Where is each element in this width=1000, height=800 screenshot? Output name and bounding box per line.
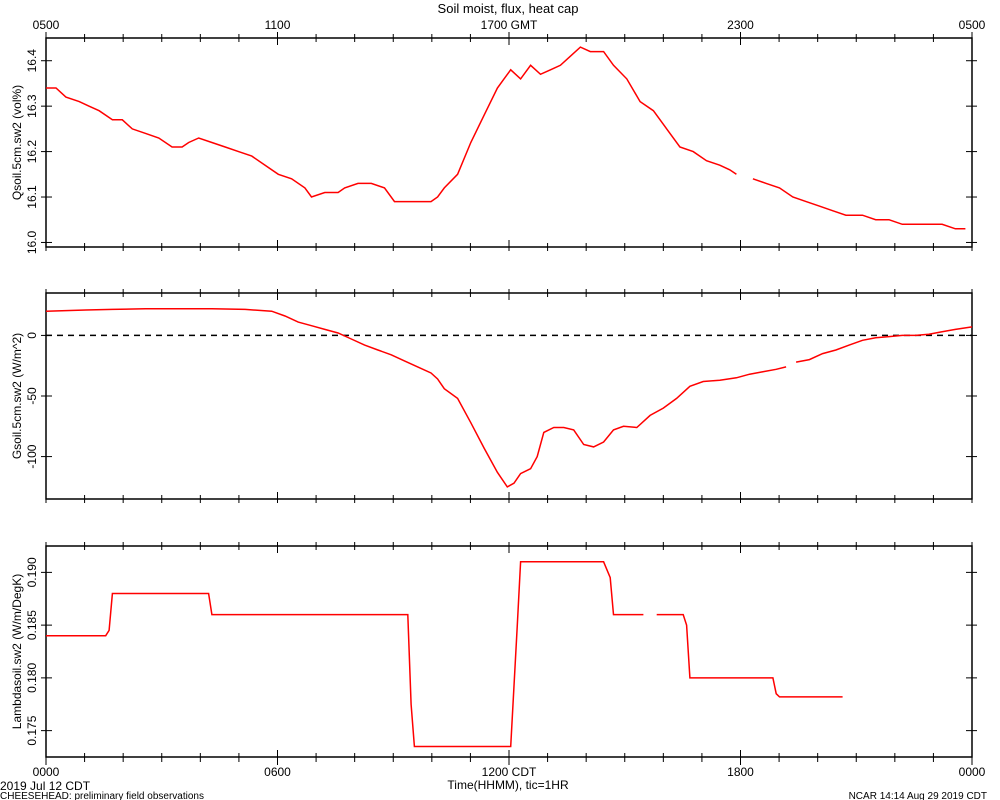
bottom-tick-label: 0000 bbox=[959, 765, 986, 779]
y-tick-label: -50 bbox=[25, 387, 39, 405]
y-tick-label: 0.175 bbox=[25, 715, 39, 745]
series-line-segment-2 bbox=[656, 613, 843, 698]
top-tick-label: 0500 bbox=[33, 18, 60, 32]
panel-frame bbox=[45, 545, 973, 758]
top-tick-label: 0500 bbox=[959, 18, 986, 32]
y-tick-label: 16.2 bbox=[25, 140, 39, 164]
x-axis-label: Time(HHMM), tic=1HR bbox=[447, 778, 569, 792]
series-line-segment-2 bbox=[752, 178, 966, 230]
y-tick-label: 0.185 bbox=[25, 610, 39, 640]
bottom-tick-label: 0000 bbox=[33, 765, 60, 779]
top-tick-label: 1700 GMT bbox=[481, 18, 538, 32]
footer-project: CHEESEHEAD: preliminary field observatio… bbox=[0, 791, 204, 800]
chart-title: Soil moist, flux, heat cap bbox=[438, 1, 579, 16]
y-tick-label: 0 bbox=[25, 332, 39, 339]
series-line-segment-1 bbox=[45, 308, 787, 488]
top-tick-label: 2300 bbox=[727, 18, 754, 32]
bottom-tick-label: 0600 bbox=[264, 765, 291, 779]
y-tick-label: 0.190 bbox=[25, 557, 39, 587]
bottom-tick-label: 1200 CDT bbox=[482, 765, 537, 779]
y-axis-label: Lambdasoil.sw2 (W/m/DegK) bbox=[10, 574, 24, 729]
panel-frame bbox=[45, 37, 973, 248]
y-tick-label: 16.3 bbox=[25, 94, 39, 118]
bottom-tick-label: 1800 bbox=[727, 765, 754, 779]
y-axis-label: Qsoil.5cm.sw2 (vol%) bbox=[10, 85, 24, 200]
y-tick-label: 0.180 bbox=[25, 663, 39, 693]
series-line-segment-1 bbox=[46, 561, 644, 748]
footer-date: 2019 Jul 12 CDT bbox=[0, 779, 91, 793]
series-line-segment-1 bbox=[46, 46, 737, 203]
y-axis-label: Gsoil.5cm.sw2 (W/m^2) bbox=[10, 333, 24, 459]
footer-stamp: NCAR 14:14 Aug 29 2019 CDT bbox=[849, 791, 987, 800]
panel-frame bbox=[45, 292, 973, 500]
y-tick-label: 16.4 bbox=[25, 49, 39, 73]
y-tick-label: -100 bbox=[25, 444, 39, 468]
top-tick-label: 1100 bbox=[265, 18, 291, 32]
y-tick-label: 16.1 bbox=[25, 185, 39, 209]
y-tick-label: 16.0 bbox=[25, 230, 39, 254]
series-line-segment-2 bbox=[795, 326, 973, 363]
